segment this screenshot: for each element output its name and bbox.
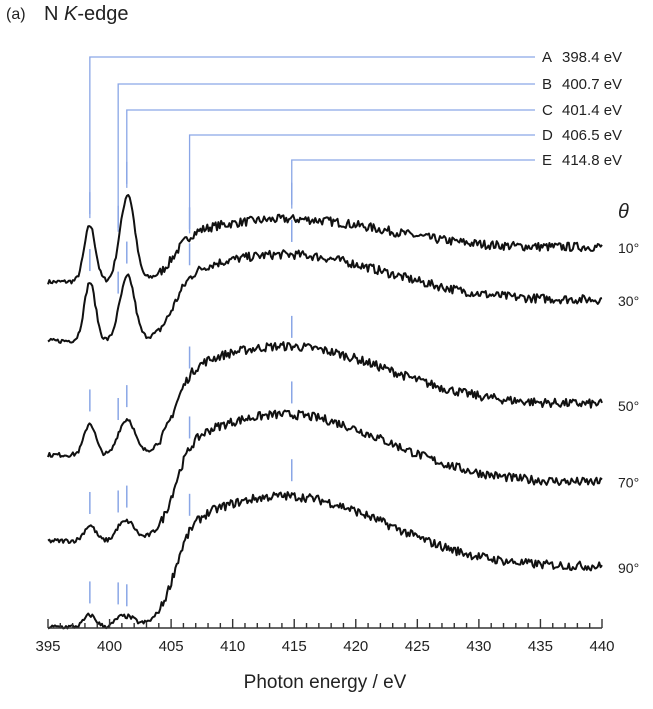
spectrum-line-2 [47,249,603,344]
spectrum-line-1 [47,194,603,285]
x-tick-label-395: 395 [35,638,60,655]
series-label-2: 30° [618,293,639,309]
peak-leader-A [89,56,535,219]
peak-label-C: C [542,102,553,119]
series-label-3: 50° [618,398,639,414]
peak-label-D: D [542,127,553,144]
peak-label-B: B [542,76,552,93]
chart-title: N K-edge [44,3,129,26]
x-tick-label-420: 420 [343,638,368,655]
peak-label-E: E [542,152,552,169]
peak-energy-D: 406.5 eV [562,127,622,144]
x-tick-label-440: 440 [589,638,614,655]
spectrum-line-5 [47,491,603,630]
spectrum-line-3 [47,341,603,458]
peak-leader-B [117,83,535,232]
chart-title-prefix: N [44,3,64,25]
x-tick-label-415: 415 [282,638,307,655]
x-tick-label-430: 430 [466,638,491,655]
peak-label-A: A [542,49,552,66]
peak-leader-C [126,109,535,188]
chart-title-suffix: -edge [77,3,129,25]
chart-title-italic: K [64,3,78,25]
panel-label: (a) [6,6,26,23]
peak-energy-C: 401.4 eV [562,102,622,119]
peak-leader-D [188,134,535,234]
peak-energy-E: 414.8 eV [562,152,622,169]
peak-leader-E [291,159,535,209]
series-label-1: 10° [618,240,639,256]
x-tick-label-410: 410 [220,638,245,655]
peak-energy-B: 400.7 eV [562,76,622,93]
theta-label: θ [618,201,629,223]
x-tick-label-425: 425 [405,638,430,655]
x-tick-label-405: 405 [159,638,184,655]
peak-energy-A: 398.4 eV [562,49,622,66]
x-axis-label: Photon energy / eV [244,672,407,693]
x-tick-label-435: 435 [528,638,553,655]
series-label-4: 70° [618,475,639,491]
x-tick-label-400: 400 [97,638,122,655]
spectrum-line-4 [47,409,603,544]
series-label-5: 90° [618,560,639,576]
